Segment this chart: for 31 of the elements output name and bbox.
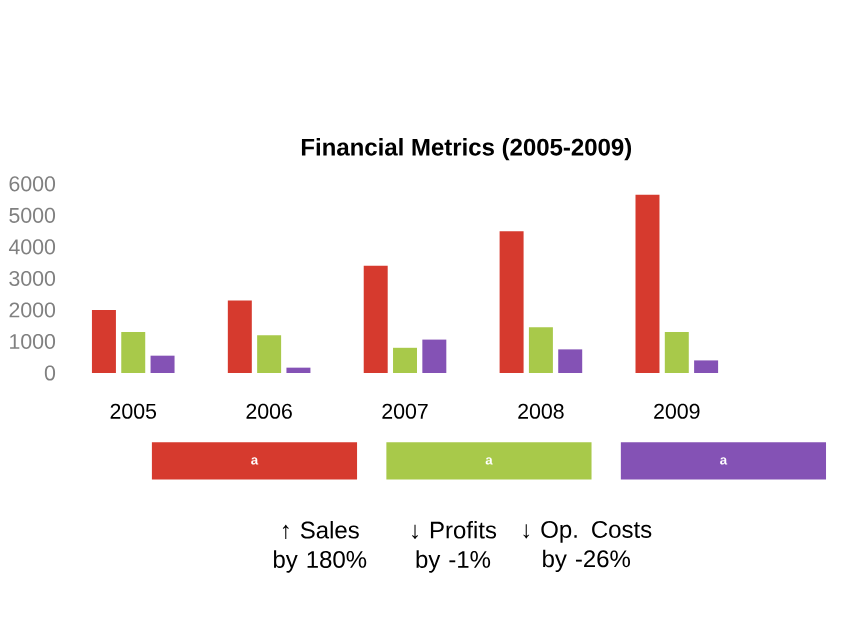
y-tick-label: 1000 [10,334,56,350]
y-tick-label: 5000 [9,208,56,224]
text: ↓ Op. Costs by -26% [523,521,652,573]
x-tick-label: 2009 [654,404,700,420]
y-tick-label: 2000 [9,302,56,318]
bar [121,332,146,374]
y-tick-label: 6000 [9,176,56,192]
x-tick-label: 2006 [246,404,292,420]
bar [694,360,719,374]
bar [499,231,524,374]
bar [393,348,418,374]
x-tick-label: 2007 [382,404,428,420]
bar [528,327,553,374]
bar [286,367,311,374]
x-tick-label: 2008 [518,404,564,420]
y-tick-label: 4000 [8,239,56,255]
bar [91,310,116,374]
bar [257,335,282,374]
bar [363,266,388,374]
bar [227,300,252,374]
text: ↓ Profits by -1% [412,521,497,573]
chart-title: Financial Metrics (2005-2009) [301,138,632,161]
bar [635,195,660,374]
bar [422,339,447,374]
bar [558,349,583,374]
text: ↑ Sales by 180% [273,521,367,573]
y-tick-label: 3000 [9,271,56,287]
x-tick-label: 2005 [110,404,157,420]
y-tick-label: 0 [44,365,56,381]
bar [150,355,175,374]
bar [664,332,689,374]
